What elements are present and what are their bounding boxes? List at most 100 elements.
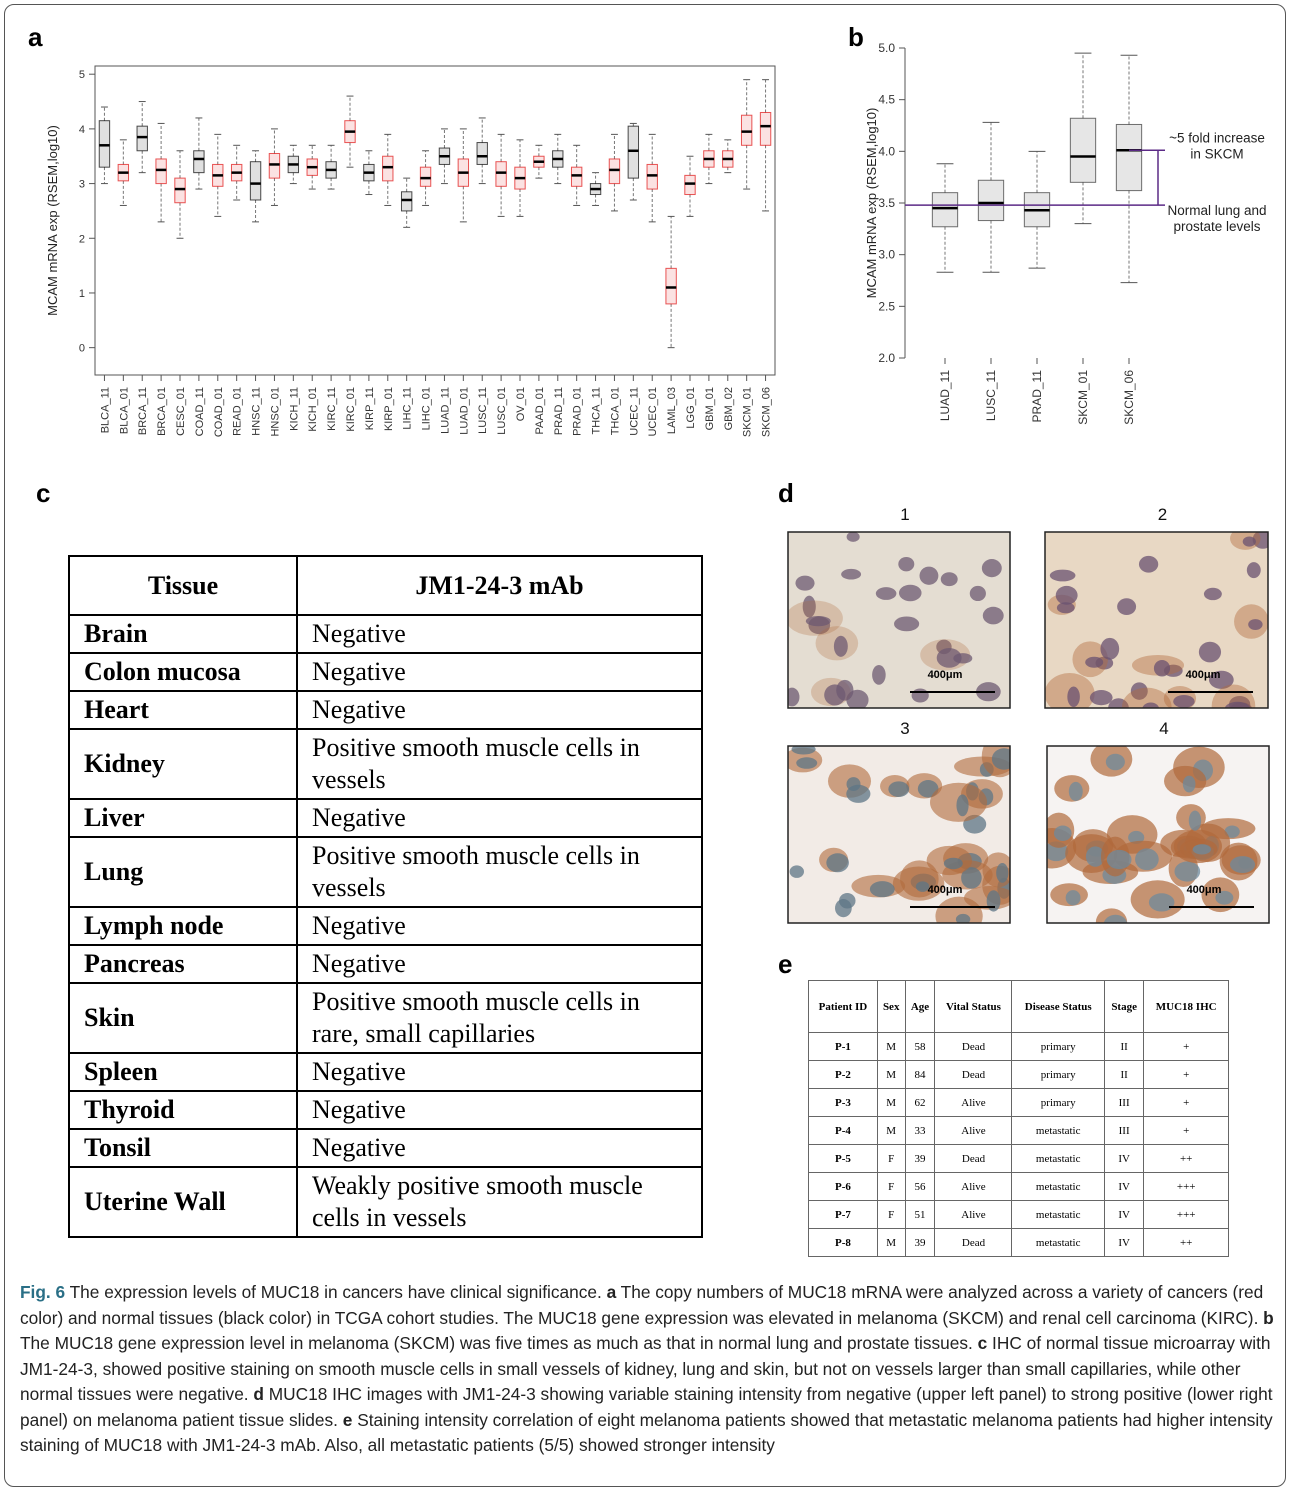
box <box>269 154 279 179</box>
table-row: SkinPositive smooth muscle cells in rare… <box>69 983 702 1053</box>
box <box>1116 124 1141 190</box>
nucleus <box>1066 890 1081 905</box>
nucleus <box>790 865 804 878</box>
nucleus <box>785 688 800 707</box>
table-cell: metastatic <box>1012 1229 1104 1257</box>
scale-label: 400μm <box>1187 884 1222 896</box>
nucleus <box>894 616 919 631</box>
header-cell: Patient ID <box>809 981 878 1033</box>
table-cell: M <box>877 1089 905 1117</box>
x-tick-label: THCA_11 <box>591 387 603 434</box>
table-cell: M <box>877 1117 905 1145</box>
y-axis-label: MCAM mRNA exp (RSEM,log10) <box>45 125 60 316</box>
table-cell: P-8 <box>809 1229 878 1257</box>
panel-label: b <box>848 22 864 52</box>
table-cell: II <box>1104 1033 1143 1061</box>
table-cell: Negative <box>297 1129 702 1167</box>
table-cell: Alive <box>935 1089 1012 1117</box>
table-cell: P-1 <box>809 1033 878 1061</box>
y-axis-label: MCAM mRNA exp (RSEM,log10) <box>864 108 879 299</box>
panel-label: c <box>36 478 50 508</box>
panel-label: a <box>28 22 43 52</box>
box <box>741 115 751 145</box>
table-cell: metastatic <box>1012 1145 1104 1173</box>
table-cell: III <box>1104 1089 1143 1117</box>
nucleus <box>872 665 886 685</box>
nucleus <box>1173 695 1194 708</box>
caption-text: b <box>1263 1308 1274 1328</box>
image-label: 3 <box>900 719 909 738</box>
nucleus <box>944 858 963 869</box>
caption: Fig. 6 The expression levels of MUC18 in… <box>20 1280 1275 1459</box>
nucleus <box>983 607 1004 625</box>
x-tick-label: KICH_11 <box>288 387 300 431</box>
table-row: P-6F56AlivemetastaticIV+++ <box>809 1173 1229 1201</box>
nucleus <box>1107 850 1132 869</box>
table-row: P-4M33AlivemetastaticIII+ <box>809 1117 1229 1145</box>
x-tick-label: LUAD_11 <box>439 387 451 434</box>
nucleus <box>898 557 914 571</box>
table-cell: Uterine Wall <box>69 1167 297 1237</box>
table-cell: Pancreas <box>69 945 297 983</box>
box <box>401 192 411 211</box>
annotation: ~5 fold increase <box>1169 130 1265 145</box>
table-cell: P-5 <box>809 1145 878 1173</box>
table-row: BrainNegative <box>69 615 702 653</box>
y-tick-label: 4.0 <box>878 144 895 158</box>
annotation: in SKCM <box>1190 146 1243 161</box>
x-tick-label: PRAD_01 <box>572 387 584 436</box>
table-cell: Negative <box>297 653 702 691</box>
box <box>978 180 1003 220</box>
nucleus <box>1106 754 1125 771</box>
nucleus <box>1054 826 1072 841</box>
nucleus <box>996 863 1008 883</box>
table-cell: Negative <box>297 907 702 945</box>
x-tick-label: HNSC_11 <box>251 387 263 436</box>
nucleus <box>888 781 909 797</box>
nucleus <box>1100 638 1119 660</box>
nucleus <box>847 532 860 542</box>
table-cell: Spleen <box>69 1053 297 1091</box>
x-tick-label: KIRP_11 <box>364 387 376 430</box>
table-cell: Brain <box>69 615 297 653</box>
nucleus <box>987 890 1001 911</box>
x-tick-label: KIRC_11 <box>326 387 338 431</box>
x-tick-label: BRCA_01 <box>156 387 168 436</box>
box <box>647 164 657 189</box>
nucleus <box>1090 690 1113 705</box>
patient-table: Patient IDSexAgeVital StatusDisease Stat… <box>808 980 1229 1257</box>
caption-text: c <box>978 1333 988 1353</box>
nucleus <box>846 785 870 803</box>
table-cell: +++ <box>1144 1173 1229 1201</box>
header-cell: JM1-24-3 mAb <box>297 556 702 615</box>
table-cell: Dead <box>935 1033 1012 1061</box>
table-row: P-8M39DeadmetastaticIV++ <box>809 1229 1229 1257</box>
y-tick-label: 5.0 <box>878 41 895 55</box>
box <box>477 143 487 165</box>
box <box>685 175 695 194</box>
x-tick-label: BRCA_11 <box>137 387 149 435</box>
table-cell: P-3 <box>809 1089 878 1117</box>
header-cell: MUC18 IHC <box>1144 981 1229 1033</box>
nucleus <box>956 794 968 816</box>
nucleus <box>876 587 897 600</box>
scale-label: 400μm <box>928 669 963 681</box>
box <box>760 112 770 145</box>
x-tick-label: PRAD_11 <box>553 387 565 435</box>
nucleus <box>1104 915 1128 936</box>
x-tick-label: BLCA_01 <box>118 387 130 434</box>
table-row: KidneyPositive smooth muscle cells in ve… <box>69 729 702 799</box>
table-row: ThyroidNegative <box>69 1091 702 1129</box>
nucleus <box>1183 776 1196 793</box>
annotation: Normal lung and <box>1167 203 1266 218</box>
x-tick-label: LAML_03 <box>666 387 678 434</box>
nucleus <box>1142 702 1160 717</box>
table-cell: Dead <box>935 1229 1012 1257</box>
x-tick-label: LUSC_11 <box>984 370 998 421</box>
box <box>250 162 260 200</box>
table-row: HeartNegative <box>69 691 702 729</box>
nucleus <box>1199 642 1221 663</box>
